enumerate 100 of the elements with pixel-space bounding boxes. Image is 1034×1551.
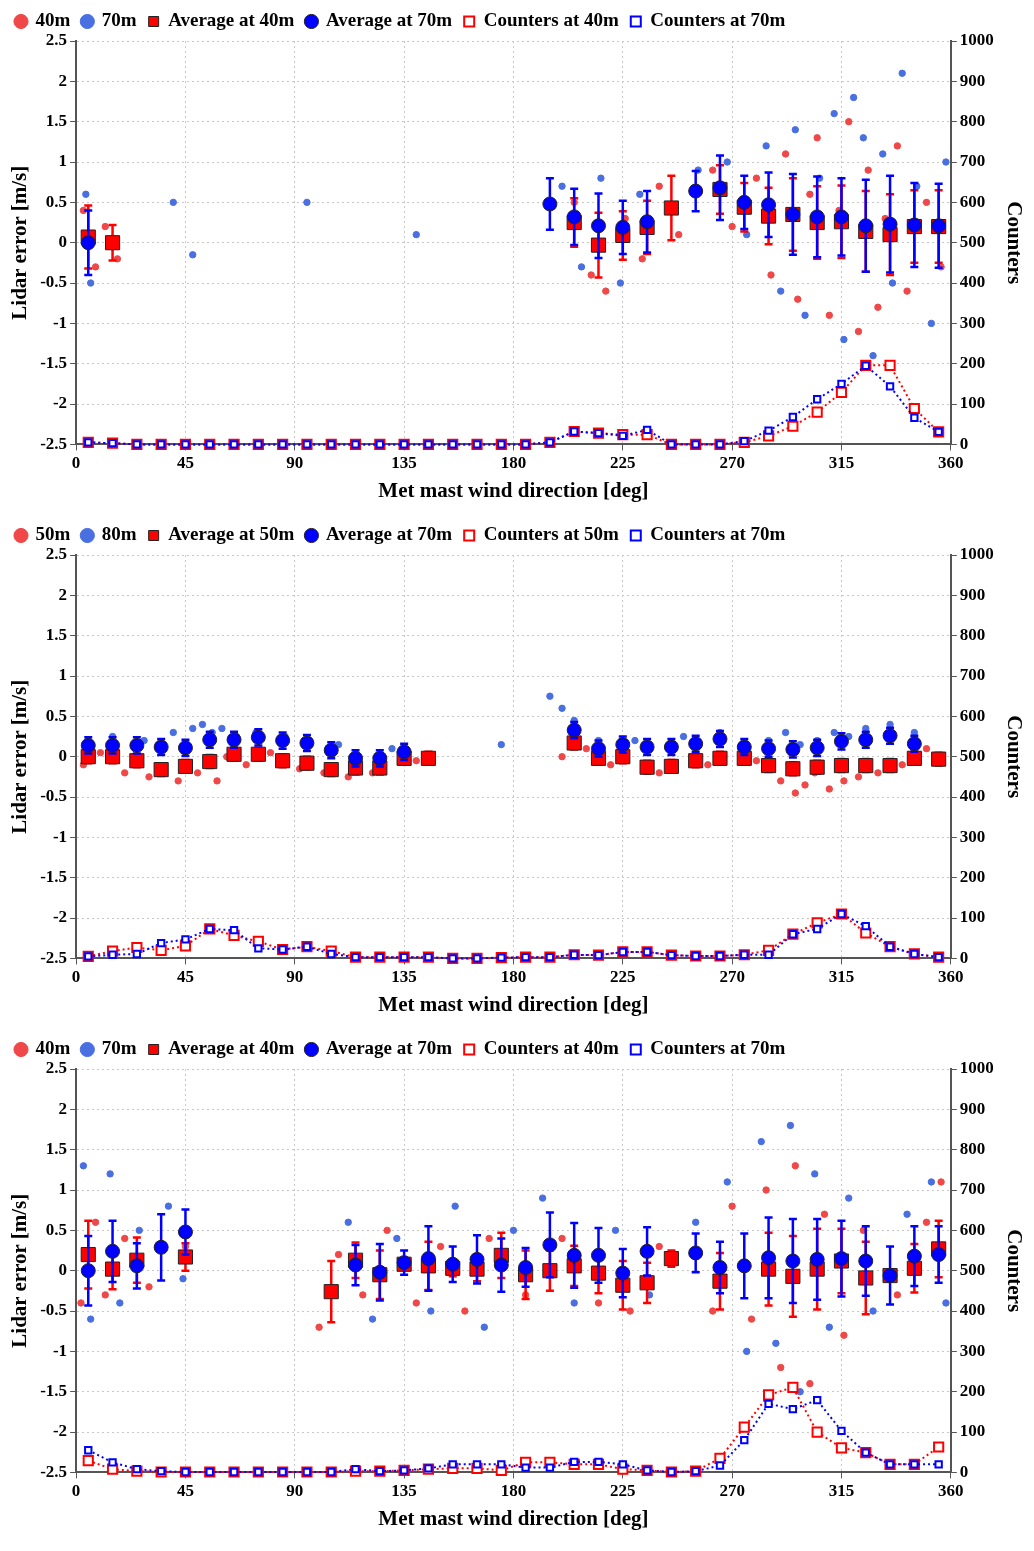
x-tick-label: 225 [610,1480,636,1500]
y-tick-label: 1.5 [45,625,68,645]
y-tick-label: 0 [58,1260,68,1280]
legend-label: Counters at 40m [483,1037,619,1059]
x-tick-label: 180 [500,1480,527,1500]
x-tick-label: 45 [176,966,194,986]
x-tick-label: 135 [391,452,417,472]
y2-tick-label: 100 [959,1421,986,1441]
x-axis-title: Met mast wind direction [deg] [378,477,649,502]
x-tick-label: 135 [391,1480,417,1500]
y-tick-label: 2.5 [45,30,68,50]
y2-tick-label: 700 [959,665,986,685]
y2-tick-label: 300 [959,1340,986,1360]
y-tick-label: -1 [52,312,68,332]
x-tick-label: 315 [828,452,855,472]
y-tick-label: -1.5 [40,353,68,373]
x-tick-label: 90 [286,966,304,986]
x-tick-label: 270 [719,966,745,986]
legend-label: 80m [101,523,137,545]
y2-tick-label: 900 [959,70,986,90]
legend-label: Counters at 70m [650,523,786,545]
y2-tick-label: 0 [959,947,969,967]
y-tick-label: -1 [52,826,68,846]
y-tick-label: -1.5 [40,867,68,887]
x-tick-label: 0 [71,452,81,472]
y2-tick-label: 1000 [959,544,994,564]
y2-tick-label: 1000 [959,1058,994,1078]
y2-tick-label: 300 [959,312,986,332]
x-tick-label: 135 [391,966,417,986]
y-tick-label: -0.5 [40,1300,68,1320]
x-tick-label: 270 [719,1480,745,1500]
x-tick-label: 0 [71,966,81,986]
y2-axis-title: Counters [1002,201,1027,285]
y2-axis-title: Counters [1002,715,1027,799]
x-tick-label: 315 [828,966,855,986]
x-tick-label: 90 [286,1480,304,1500]
y2-tick-label: 200 [959,867,986,887]
y-tick-label: -2.5 [40,947,68,967]
legend-label: Average at 70m [325,523,453,545]
legend-label: 40m [35,1037,71,1059]
x-tick-label: 360 [938,1480,964,1500]
y-tick-label: -2 [52,1421,68,1441]
y-tick-label: 1 [58,1179,68,1199]
legend-label: Average at 70m [325,9,453,31]
y-tick-label: 0.5 [45,705,68,725]
x-tick-label: 180 [500,452,527,472]
y-tick-label: 0 [58,232,68,252]
legend-label: 50m [35,523,71,545]
x-tick-label: 360 [938,966,964,986]
x-tick-label: 225 [610,452,636,472]
x-tick-label: 90 [286,452,304,472]
y-tick-label: -2.5 [40,433,68,453]
y-axis-title: Lidar error [m/s] [7,679,32,834]
legend-label: Average at 40m [168,9,295,31]
legend-label: 40m [35,9,71,31]
y-tick-label: 1 [58,151,68,171]
y2-tick-label: 500 [959,746,986,766]
legend-label: Average at 70m [325,1037,453,1059]
y-tick-label: -2.5 [40,1461,68,1481]
y-axis-title: Lidar error [m/s] [7,165,32,320]
y2-tick-label: 900 [959,1098,986,1118]
y-tick-label: -2 [52,393,68,413]
y-tick-label: 1.5 [45,111,68,131]
y-tick-label: -0.5 [40,272,68,292]
y-tick-label: -2 [52,907,68,927]
y2-tick-label: 900 [959,584,986,604]
y-tick-label: 0 [58,746,68,766]
y-tick-label: 0.5 [45,191,68,211]
y-tick-label: 0.5 [45,1219,68,1239]
x-tick-label: 45 [176,452,194,472]
y2-tick-label: 800 [959,1139,986,1159]
legend-label: Average at 40m [168,1037,295,1059]
y2-tick-label: 400 [959,1300,986,1320]
legend-label: Average at 50m [168,523,295,545]
y2-tick-label: 200 [959,1381,986,1401]
x-axis-title: Met mast wind direction [deg] [378,1505,649,1530]
y-tick-label: 2 [58,584,68,604]
x-tick-label: 0 [71,1480,81,1500]
x-tick-label: 315 [828,1480,855,1500]
y-axis-title: Lidar error [m/s] [7,1193,32,1348]
y2-tick-label: 800 [959,111,986,131]
y2-tick-label: 400 [959,786,986,806]
y-tick-label: -0.5 [40,786,68,806]
y2-axis-title: Counters [1002,1229,1027,1313]
y-tick-label: 1.5 [45,1139,68,1159]
y2-tick-label: 0 [959,1461,969,1481]
y-tick-label: 2 [58,1098,68,1118]
x-tick-label: 180 [500,966,527,986]
y-tick-label: -1.5 [40,1381,68,1401]
x-axis-title: Met mast wind direction [deg] [378,991,649,1016]
x-tick-label: 270 [719,452,745,472]
y-tick-label: -1 [52,1340,68,1360]
legend-label: 70m [101,9,137,31]
y2-tick-label: 500 [959,1260,986,1280]
y2-tick-label: 0 [959,433,969,453]
x-tick-label: 360 [938,452,964,472]
y-tick-label: 2.5 [45,544,68,564]
y2-tick-label: 600 [959,191,986,211]
y2-tick-label: 300 [959,826,986,846]
y2-tick-label: 600 [959,1219,986,1239]
